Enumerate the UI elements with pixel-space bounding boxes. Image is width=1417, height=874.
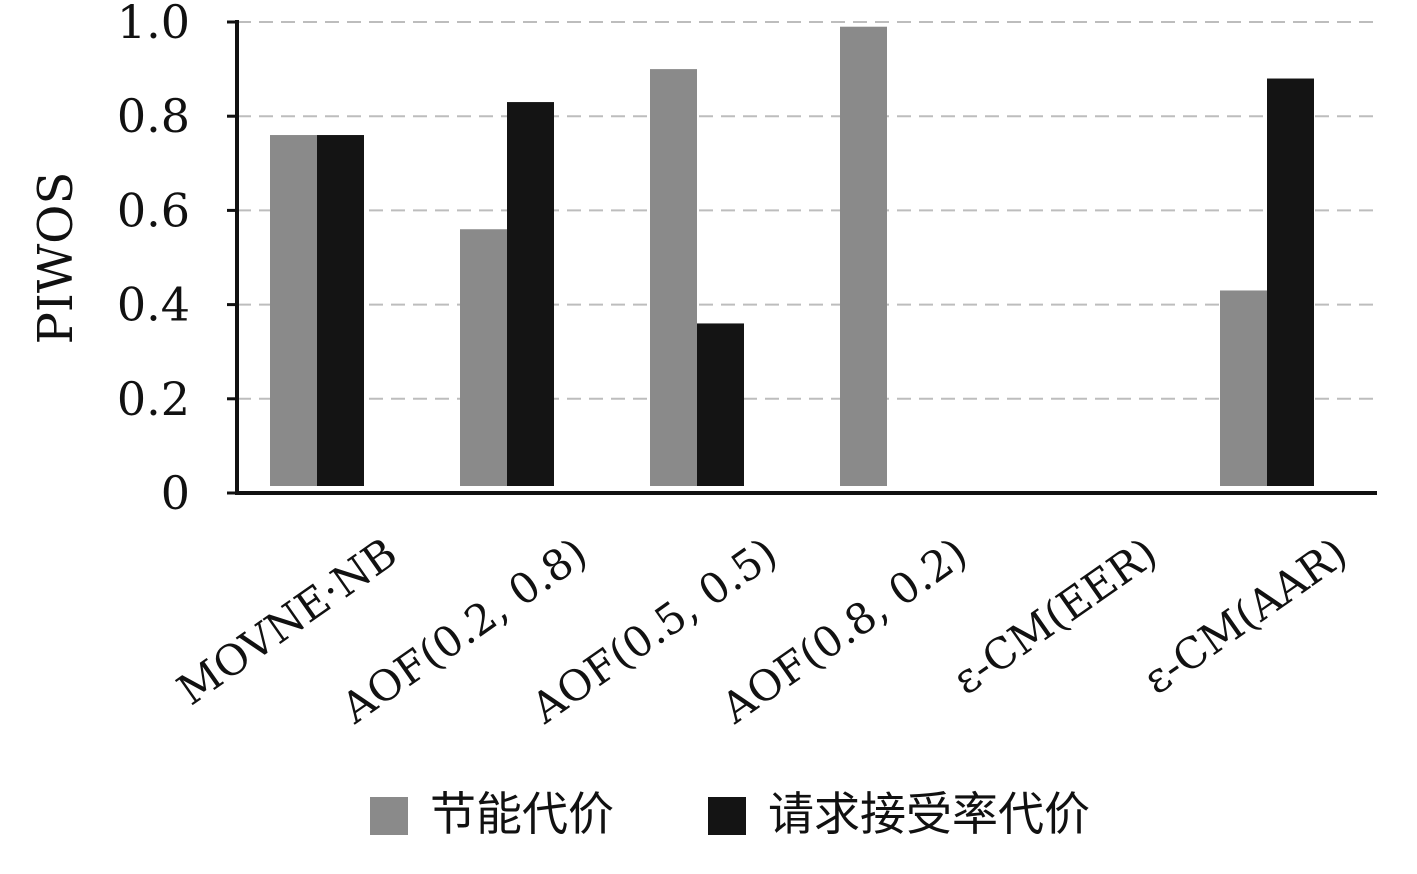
axes [227,20,1377,495]
legend-swatch [370,797,408,835]
bar-acceptance [697,323,744,486]
bars [270,26,1314,487]
y-tick-label: 0.6 [117,183,190,237]
y-tick-label: 0.2 [117,372,190,426]
bar-acceptance [1267,78,1314,487]
bar-energy [460,229,507,487]
y-tick-label: 1.0 [117,0,190,49]
bar-energy [270,135,317,487]
bar-energy [650,69,697,486]
y-axis-title: PIWOS [28,172,84,345]
x-tick-label: ε-CM(EER) [944,528,1166,704]
bar-energy [1220,290,1267,486]
bar-energy [840,26,887,487]
gridlines [237,21,1377,400]
y-tick-label: 0.8 [117,89,190,143]
legend-label: 节能代价 [430,787,614,841]
y-tick-label: 0 [161,466,190,520]
legend-label: 请求接受率代价 [768,787,1090,841]
bar-acceptance [507,102,554,486]
y-tick-labels: 0 0.2 0.4 0.6 0.8 1.0 [117,0,190,520]
legend: 节能代价 请求接受率代价 [370,787,1090,841]
legend-swatch [708,797,746,835]
bar-acceptance [317,135,364,487]
y-tick-label: 0.4 [117,278,190,332]
x-tick-label: ε-CM(AAR) [1134,528,1356,704]
